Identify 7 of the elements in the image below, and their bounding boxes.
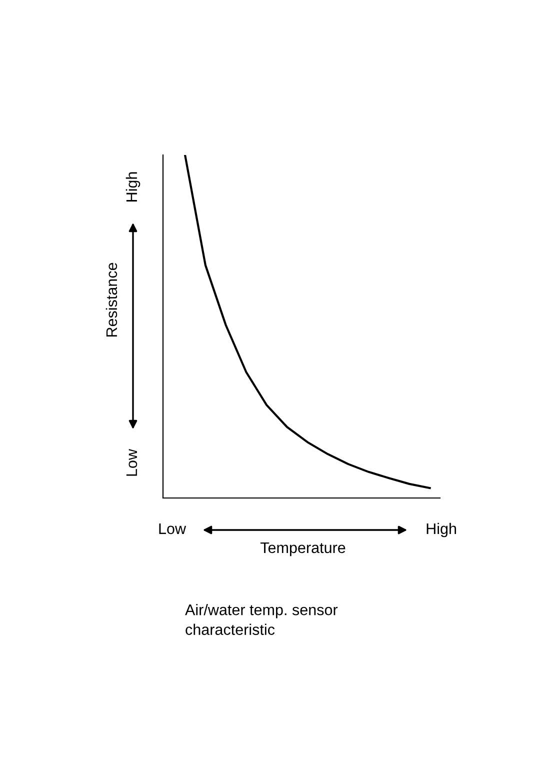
text: Low — [126, 448, 138, 476]
y-axis-title: Resistance — [106, 262, 118, 337]
x-axis-title: Temperature — [260, 542, 346, 556]
text: High — [126, 172, 140, 202]
text: High — [426, 522, 456, 538]
text: Low — [159, 523, 186, 534]
text: Air/water temp. sensor characteristic — [185, 604, 338, 635]
